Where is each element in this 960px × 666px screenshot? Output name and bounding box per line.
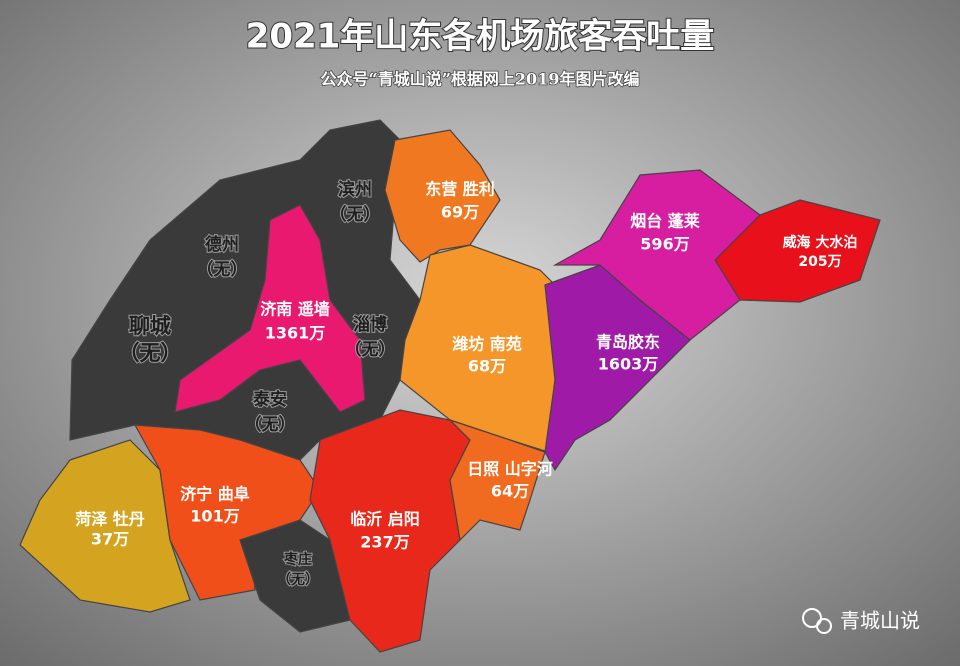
- region-label: 潍坊 南苑: [452, 335, 522, 354]
- region-jinan: [174, 204, 366, 413]
- region-label: 烟台 蓬莱: [630, 212, 700, 231]
- wechat-icon: [802, 608, 822, 628]
- region-label: 东营 胜利: [425, 180, 495, 199]
- wechat-icon: [816, 618, 832, 634]
- region-label: 滨州: [338, 179, 372, 200]
- region-label: 淄博: [353, 314, 387, 335]
- region-label: 37万: [91, 530, 129, 549]
- region-label: 205万: [798, 254, 841, 270]
- region-label: 泰安: [253, 389, 287, 410]
- region-label: （无）: [245, 414, 296, 435]
- region-rizhao: [449, 419, 546, 542]
- region-label: 济宁 曲阜: [180, 485, 250, 504]
- region-label: 菏泽 牡丹: [75, 510, 145, 529]
- region-label: （无）: [345, 339, 396, 360]
- region-label: （无）: [119, 341, 182, 365]
- region-label: 101万: [190, 507, 239, 526]
- region-label: 临沂 启阳: [350, 510, 420, 529]
- region-label: 德州: [205, 234, 239, 255]
- labels: 东营 胜利 69万 滨州 （无） 德州 （无） 聊城 （无） 济南 遥墙 1361万 淄博 （无） 潍坊…: [75, 178, 858, 589]
- region-label: 青岛胶东: [596, 333, 660, 352]
- region-label: 济南 遥墙: [260, 300, 330, 319]
- region-label: （无）: [330, 204, 381, 225]
- region-label: 威海 大水泊: [783, 234, 858, 251]
- region-heze: [19, 439, 191, 613]
- watermark-text: 青城山说: [840, 609, 920, 633]
- region-label: 1361万: [265, 324, 326, 343]
- subtitle: 公众号“青城山说”根据网上2019年图片改编: [321, 70, 640, 89]
- province: [19, 119, 881, 653]
- region-label: 1603万: [598, 355, 659, 374]
- watermark: 青城山说: [802, 608, 920, 634]
- region-label: 68万: [468, 357, 506, 376]
- region-label: 聊城: [129, 314, 171, 338]
- region-label: 596万: [640, 235, 689, 254]
- region-label: （无）: [197, 259, 248, 280]
- region-label: （无）: [277, 572, 319, 588]
- title: 2021年山东各机场旅客吞吐量: [246, 17, 715, 57]
- region-label: 64万: [491, 482, 529, 501]
- region-dongying: [384, 129, 501, 263]
- region-label: 日照 山字河: [467, 460, 553, 479]
- region-weihai: [714, 199, 881, 303]
- region-label: 枣庄: [283, 551, 312, 568]
- region-label: 69万: [441, 203, 479, 222]
- region-label: 237万: [360, 533, 409, 552]
